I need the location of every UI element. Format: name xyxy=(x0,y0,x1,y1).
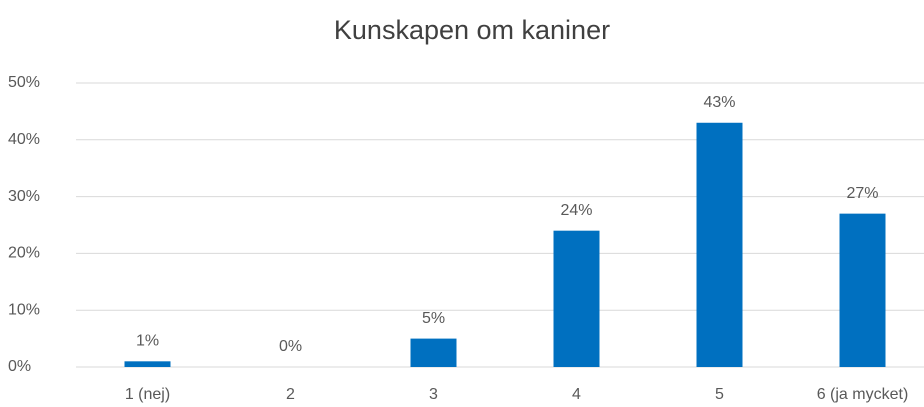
y-tick-label: 20% xyxy=(8,245,40,262)
y-tick-label: 50% xyxy=(8,74,40,91)
y-tick-label: 40% xyxy=(8,131,40,148)
data-label: 5% xyxy=(422,310,445,327)
x-tick-label: 3 xyxy=(429,386,438,403)
y-tick-label: 10% xyxy=(8,301,40,318)
y-tick-label: 30% xyxy=(8,188,40,205)
x-tick-label: 4 xyxy=(572,386,581,403)
bar xyxy=(124,361,171,367)
chart-title: Kunskapen om kaniner xyxy=(334,15,610,45)
data-label: 0% xyxy=(279,338,302,355)
data-label: 27% xyxy=(846,185,878,202)
bar xyxy=(839,213,886,367)
data-label: 24% xyxy=(560,202,592,219)
x-tick-label: 2 xyxy=(286,386,295,403)
x-tick-label: 5 xyxy=(715,386,724,403)
x-tick-label: 6 (ja mycket) xyxy=(817,386,909,403)
data-label: 43% xyxy=(703,94,735,111)
bar xyxy=(696,122,743,367)
data-label: 1% xyxy=(136,333,159,350)
x-tick-label: 1 (nej) xyxy=(125,386,170,403)
bar xyxy=(553,230,600,367)
y-tick-label: 0% xyxy=(8,358,31,375)
bar xyxy=(410,338,457,367)
